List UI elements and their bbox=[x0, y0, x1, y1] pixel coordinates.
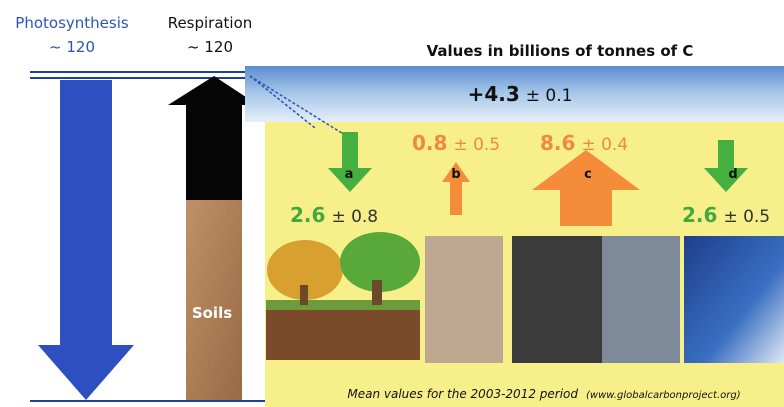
flow-text: 0.8 ± 0.5 bbox=[412, 131, 500, 155]
respiration-arrow bbox=[168, 76, 258, 200]
flow-uncertainty: ± 0.8 bbox=[331, 207, 378, 227]
industry-photo bbox=[512, 236, 602, 363]
trunk bbox=[372, 280, 382, 305]
flow-text: 2.6 ± 0.8 bbox=[290, 203, 378, 227]
flow-value: 8.6 bbox=[540, 131, 575, 155]
flow-uncertainty: ± 0.4 bbox=[581, 135, 628, 155]
flow-text: 2.6 ± 0.5 bbox=[682, 203, 770, 227]
atmosphere-value: +4.3 bbox=[468, 82, 520, 106]
flow-letter: b bbox=[451, 167, 460, 182]
flow-uncertainty: ± 0.5 bbox=[453, 135, 500, 155]
header: Values in billions of tonnes of C bbox=[427, 42, 694, 60]
flow-letter: a bbox=[345, 167, 354, 182]
respiration-value: ~ 120 bbox=[187, 38, 233, 56]
footer-source: (www.globalcarbonproject.org) bbox=[586, 390, 741, 401]
respiration-label: Respiration bbox=[168, 14, 253, 32]
photosynthesis-arrow bbox=[38, 80, 134, 400]
photosynthesis-value: ~ 120 bbox=[49, 38, 95, 56]
carbon-diagram: Photosynthesis ~ 120 Respiration ~ 120 S… bbox=[0, 0, 784, 407]
flow-text: 8.6 ± 0.4 bbox=[540, 131, 628, 155]
flow-letter: c bbox=[584, 167, 592, 182]
flow-letter: d bbox=[728, 167, 737, 182]
footer: Mean values for the 2003-2012 period (www… bbox=[347, 387, 740, 401]
atmosphere-uncertainty: ± 0.1 bbox=[526, 86, 573, 106]
flow-value: 2.6 bbox=[682, 203, 717, 227]
soil-column bbox=[186, 200, 242, 400]
ocean-photo bbox=[684, 236, 784, 363]
trunk bbox=[300, 285, 308, 305]
flow-uncertainty: ± 0.5 bbox=[723, 207, 770, 227]
traffic-photo bbox=[602, 236, 680, 363]
photosynthesis-label: Photosynthesis bbox=[15, 14, 129, 32]
flow-value: 2.6 bbox=[290, 203, 325, 227]
flow-value: 0.8 bbox=[412, 131, 447, 155]
deforestation-photo bbox=[425, 236, 503, 363]
grass bbox=[266, 300, 420, 310]
soils-label: Soils bbox=[192, 304, 232, 322]
footer-period: Mean values for the 2003-2012 period bbox=[347, 387, 578, 401]
